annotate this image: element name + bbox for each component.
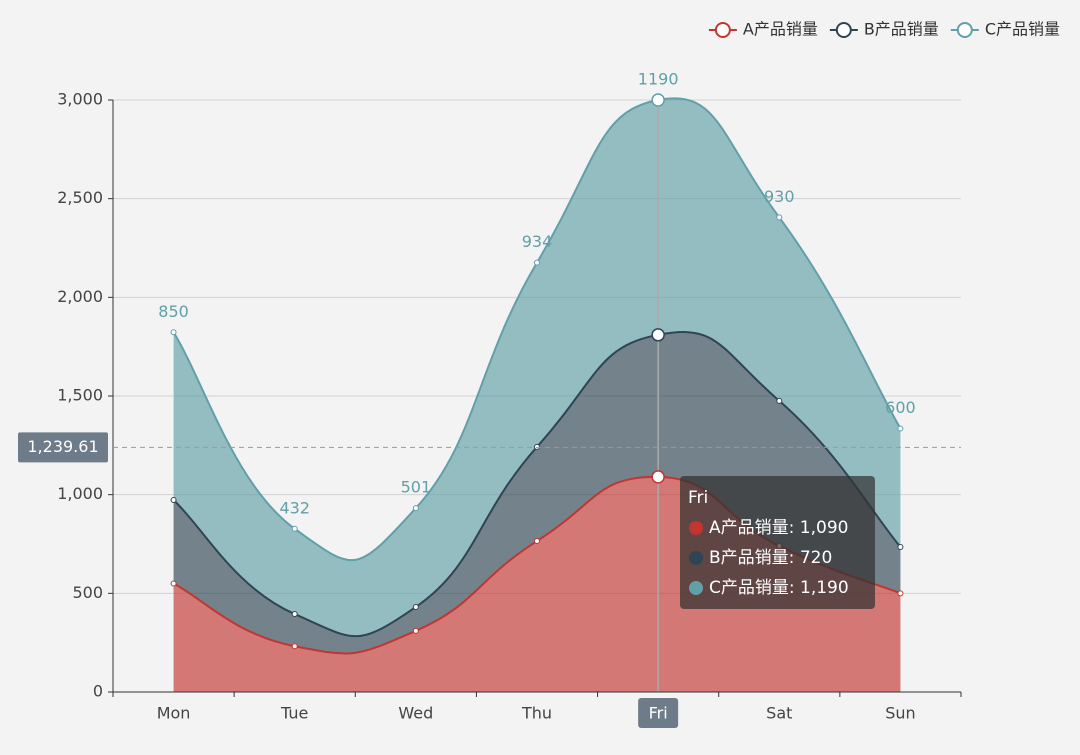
- legend-label: A产品销量: [743, 20, 818, 39]
- point: [291, 611, 298, 618]
- point: [897, 543, 904, 550]
- data-label: 934: [522, 232, 553, 251]
- data-label: 501: [401, 478, 432, 497]
- point: [291, 525, 298, 532]
- point: [776, 214, 783, 221]
- y-pointer-label: 1,239.61: [27, 437, 98, 456]
- data-label: 930: [764, 187, 795, 206]
- tooltip-name: A产品销量: [709, 518, 789, 538]
- point: [534, 538, 540, 545]
- y-tick-label: 1,500: [57, 386, 103, 405]
- x-tick-label: Mon: [157, 704, 191, 723]
- y-tick-label: 3,000: [57, 90, 103, 109]
- data-label: 600: [885, 398, 916, 417]
- tooltip-item: A产品销量: 1,090: [709, 518, 848, 538]
- tooltip-bg: [680, 476, 875, 609]
- point: [651, 470, 665, 484]
- y-tick-label: 2,500: [57, 188, 103, 207]
- point: [651, 328, 665, 342]
- tooltip-sep: :: [789, 548, 800, 568]
- legend-label: B产品销量: [864, 20, 939, 39]
- tooltip-sep: :: [789, 518, 800, 538]
- x-tick-label: Sat: [766, 704, 792, 723]
- data-label: 1190: [638, 70, 679, 89]
- point: [897, 590, 904, 597]
- tooltip-dot: [689, 581, 703, 595]
- tooltip-value: 1,090: [800, 518, 849, 538]
- tooltip-dot: [689, 521, 703, 535]
- point: [651, 93, 665, 107]
- point: [291, 643, 298, 650]
- y-tick-label: 2,000: [57, 287, 103, 306]
- area: [173, 98, 901, 637]
- area: [173, 332, 901, 654]
- tooltip-title: Fri: [688, 488, 708, 508]
- data-label: 432: [279, 498, 310, 517]
- legend-icon: [835, 22, 852, 38]
- legend-label: C产品销量: [985, 20, 1060, 39]
- legend-icon: [956, 22, 973, 38]
- point: [897, 425, 904, 432]
- tooltip-item: B产品销量: 720: [709, 548, 832, 568]
- x-pointer-label-bg: [638, 698, 679, 728]
- point: [534, 259, 540, 266]
- tooltip-name: B产品销量: [709, 548, 789, 568]
- x-tick-label: Thu: [521, 704, 552, 723]
- point: [412, 627, 419, 634]
- tooltip-value: 720: [800, 548, 832, 568]
- point: [776, 397, 783, 404]
- point: [170, 580, 177, 587]
- y-pointer-label-bg: [18, 432, 108, 463]
- tooltip-value: 1,190: [800, 578, 849, 598]
- y-tick-label: 500: [72, 583, 103, 602]
- tooltip-name: C产品销量: [709, 578, 789, 598]
- point: [412, 505, 419, 512]
- y-tick-label: 0: [93, 682, 103, 701]
- data-label: 850: [158, 302, 189, 321]
- point: [170, 329, 177, 336]
- x-tick-label: Wed: [398, 704, 433, 723]
- point: [412, 603, 419, 610]
- y-tick-label: 1,000: [57, 484, 103, 503]
- point: [170, 496, 177, 503]
- tooltip-dot: [689, 551, 703, 565]
- x-tick-label: Sun: [885, 704, 915, 723]
- tooltip-item: C产品销量: 1,190: [709, 578, 849, 598]
- tooltip-sep: :: [789, 578, 800, 598]
- legend-icon: [714, 22, 731, 38]
- x-tick-label: Tue: [280, 704, 308, 723]
- x-tick-label: Fri: [649, 704, 668, 723]
